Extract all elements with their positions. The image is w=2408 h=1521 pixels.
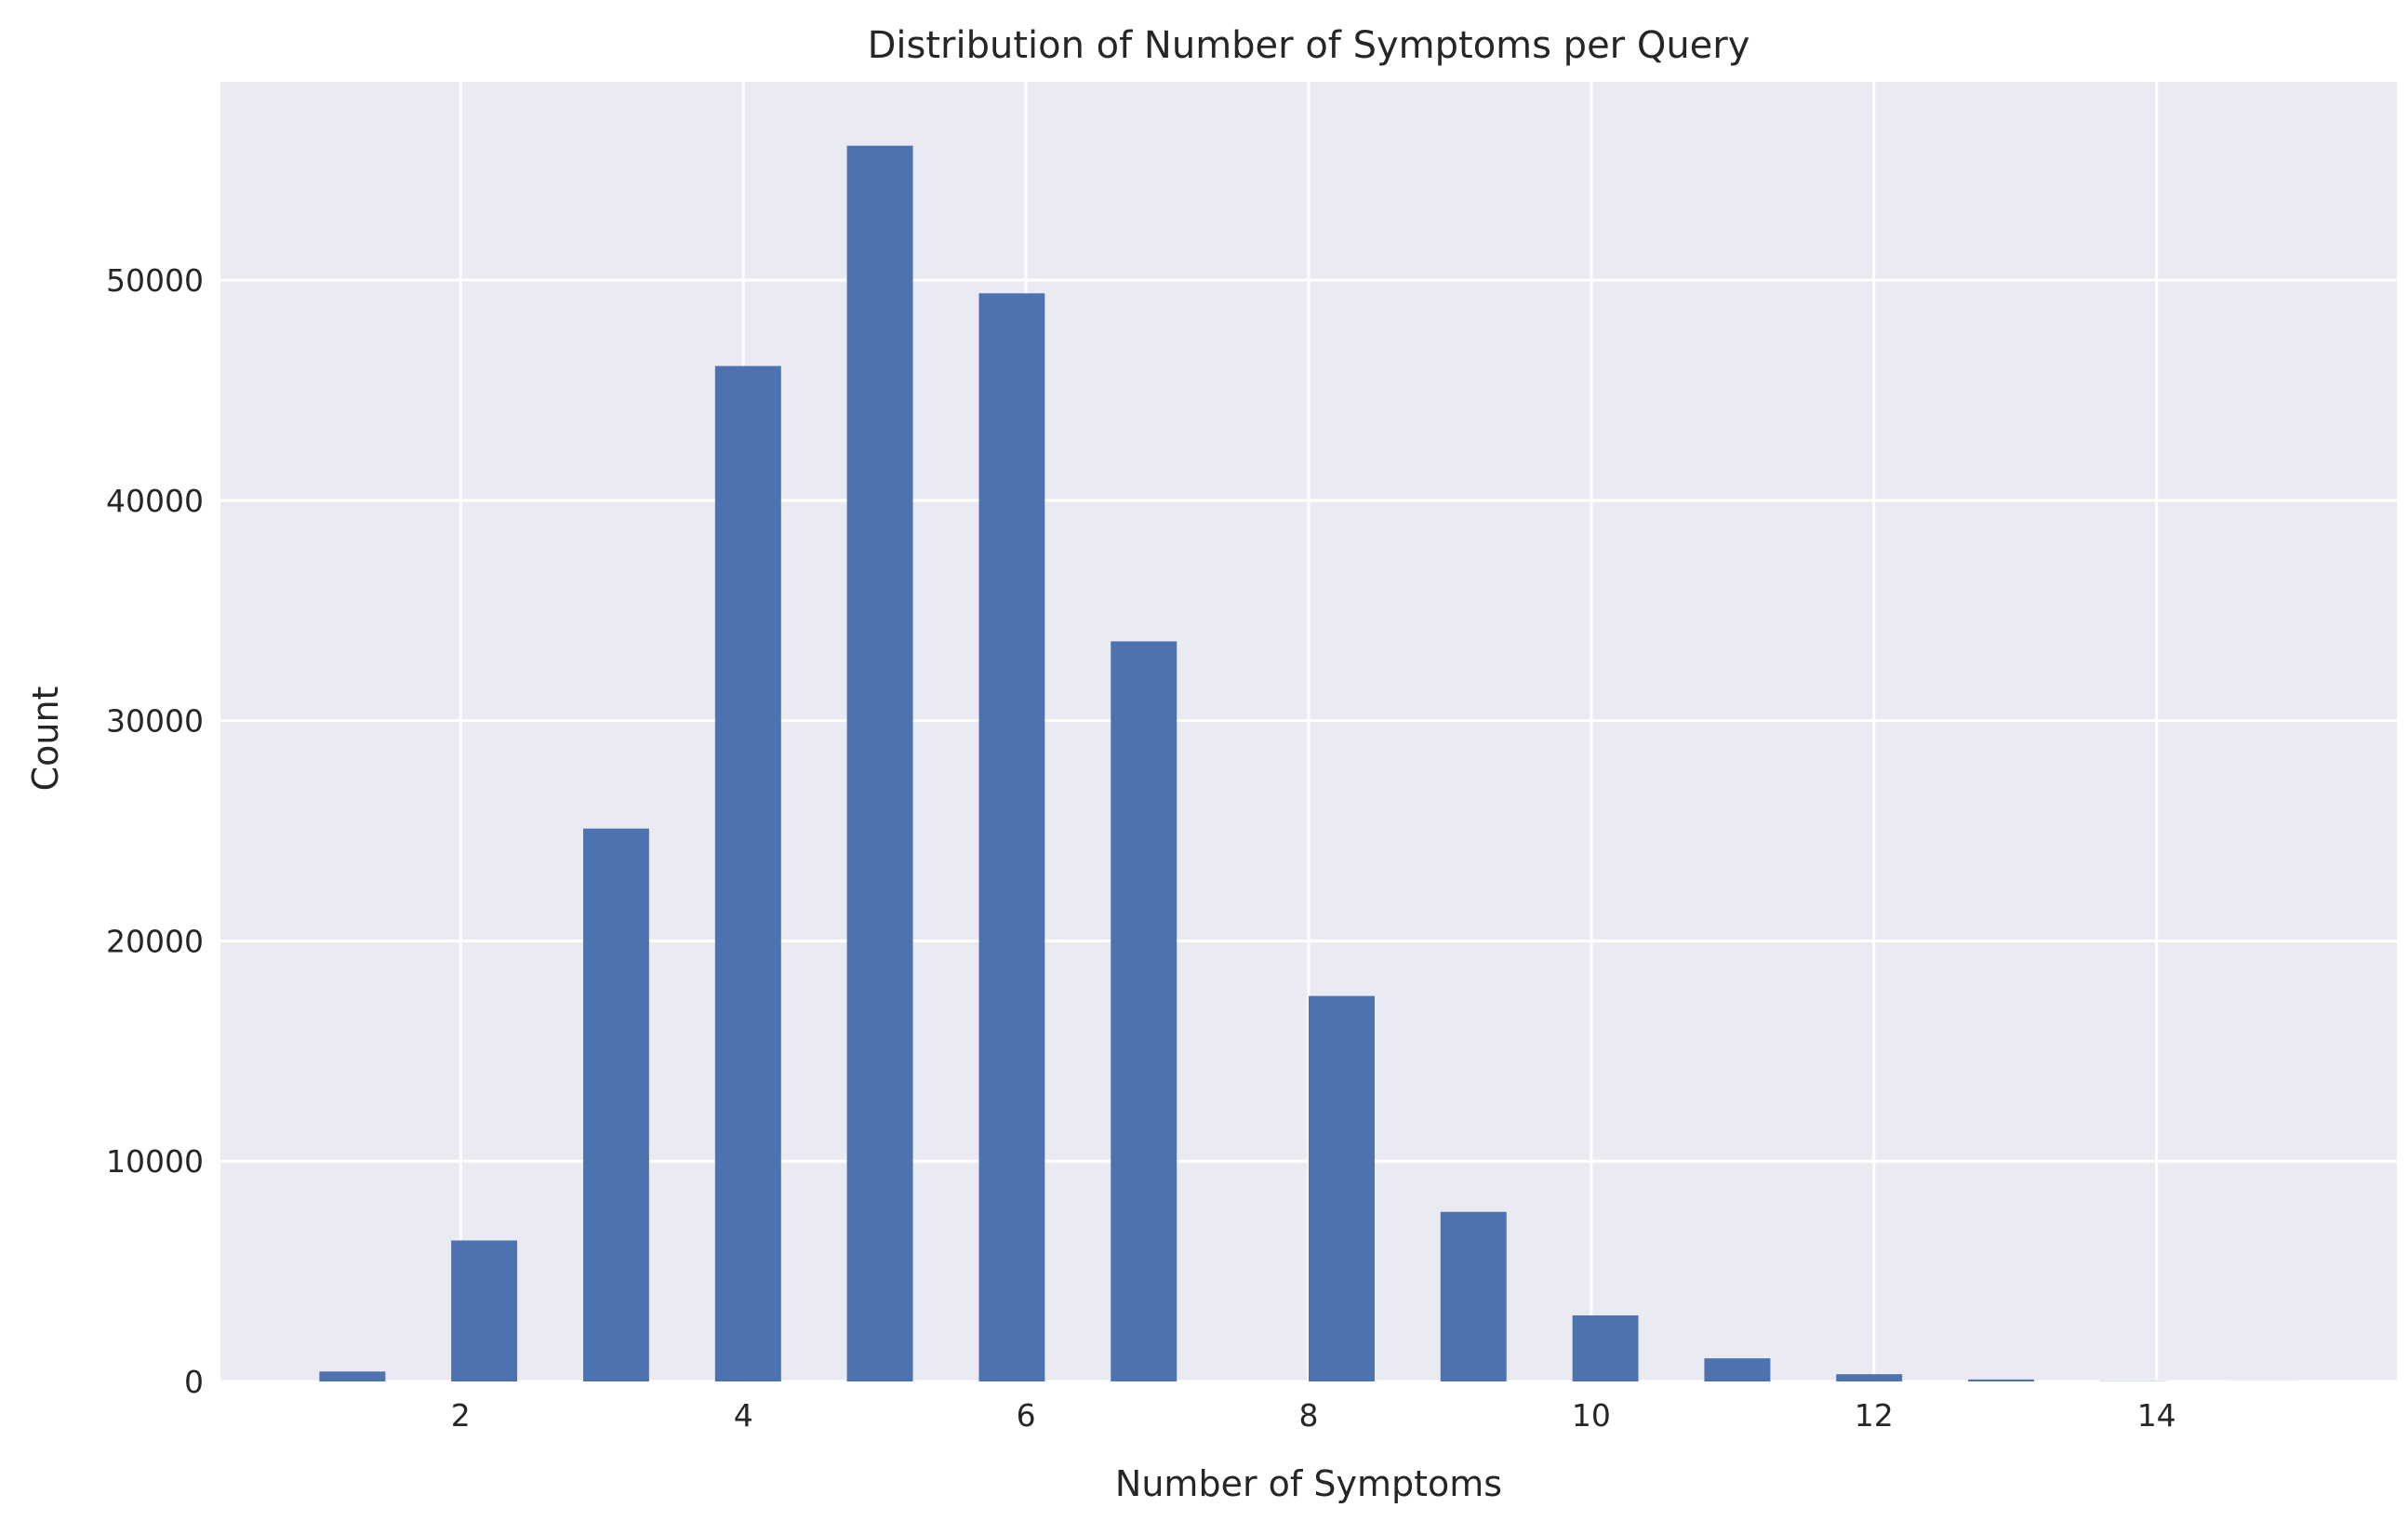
x-tick-label: 10: [1572, 1397, 1611, 1434]
bar: [1572, 1314, 1639, 1381]
bar: [1309, 995, 1375, 1381]
bar: [1111, 641, 1177, 1381]
bar: [1968, 1379, 2034, 1381]
y-tick-label: 30000: [106, 703, 204, 740]
bar: [1440, 1211, 1507, 1381]
chart-title: Distribution of Number of Symptoms per Q…: [868, 24, 1750, 67]
bar: [451, 1240, 518, 1381]
x-axis-ticks: 2 4 6 8 10 12 14: [451, 1397, 2176, 1434]
bar: [319, 1371, 386, 1381]
y-tick-label: 50000: [106, 262, 204, 299]
x-tick-label: 2: [451, 1397, 471, 1434]
x-tick-label: 6: [1017, 1397, 1036, 1434]
x-tick-label: 14: [2137, 1397, 2176, 1434]
bar: [583, 828, 649, 1381]
x-tick-label: 4: [734, 1397, 753, 1434]
y-tick-label: 40000: [106, 483, 204, 519]
y-tick-label: 0: [184, 1364, 204, 1400]
bar: [1704, 1358, 1771, 1381]
y-axis-ticks: 0 10000 20000 30000 40000 50000: [106, 262, 204, 1400]
bar: [978, 293, 1045, 1381]
bar: [1836, 1374, 1903, 1381]
y-tick-label: 10000: [106, 1143, 204, 1180]
bar: [714, 366, 781, 1381]
x-axis-label: Number of Symptoms: [1115, 1463, 1502, 1504]
bar: [846, 145, 913, 1381]
x-tick-label: 8: [1299, 1397, 1319, 1434]
y-tick-label: 20000: [106, 923, 204, 959]
y-axis-label: Count: [25, 687, 66, 792]
x-tick-label: 12: [1855, 1397, 1894, 1434]
bars: [319, 145, 2298, 1381]
